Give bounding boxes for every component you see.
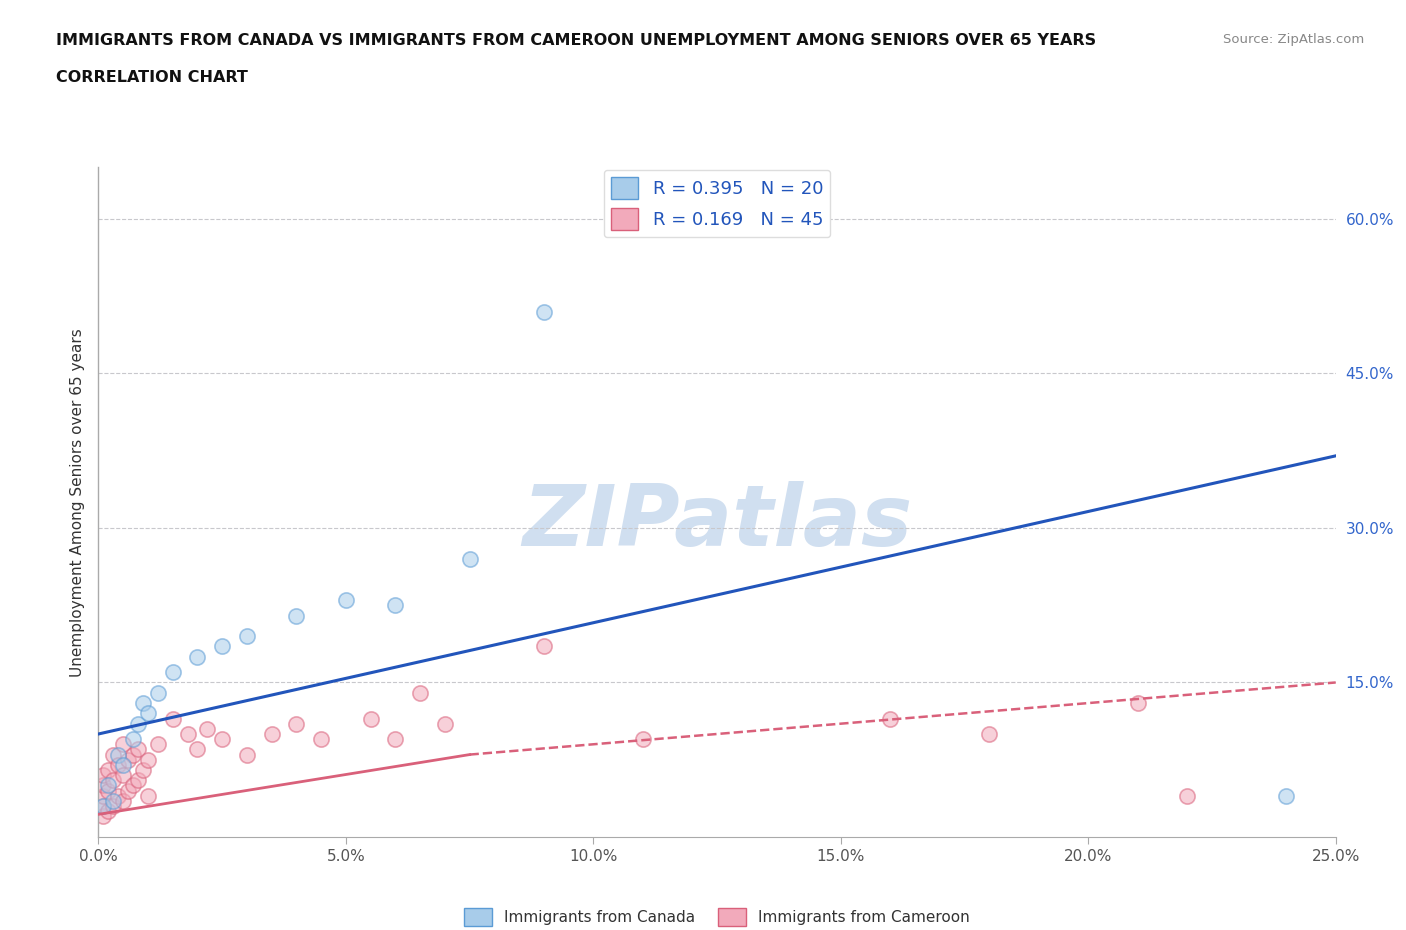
Point	[127, 773, 149, 788]
Point	[103, 793, 125, 808]
Point	[93, 799, 115, 814]
Point	[132, 696, 155, 711]
Point	[97, 763, 120, 777]
Point	[533, 639, 555, 654]
Point	[1275, 789, 1298, 804]
Point	[97, 778, 120, 793]
Point	[132, 763, 155, 777]
Point	[97, 804, 120, 818]
Point	[122, 732, 145, 747]
Point	[335, 592, 357, 607]
Point	[136, 706, 159, 721]
Point	[631, 732, 654, 747]
Point	[360, 711, 382, 726]
Point	[93, 768, 115, 783]
Point	[136, 789, 159, 804]
Text: Source: ZipAtlas.com: Source: ZipAtlas.com	[1223, 33, 1364, 46]
Point	[458, 551, 481, 566]
Point	[979, 726, 1001, 741]
Point	[146, 685, 169, 700]
Point	[117, 783, 139, 798]
Point	[93, 789, 115, 804]
Point	[162, 665, 184, 680]
Point	[112, 737, 135, 751]
Point	[122, 747, 145, 762]
Point	[211, 732, 233, 747]
Point	[384, 598, 406, 613]
Point	[879, 711, 901, 726]
Y-axis label: Unemployment Among Seniors over 65 years: Unemployment Among Seniors over 65 years	[69, 328, 84, 677]
Point	[186, 742, 208, 757]
Point	[112, 793, 135, 808]
Point	[107, 757, 129, 772]
Legend: Immigrants from Canada, Immigrants from Cameroon: Immigrants from Canada, Immigrants from …	[458, 901, 976, 930]
Point	[176, 726, 198, 741]
Point	[107, 789, 129, 804]
Point	[127, 716, 149, 731]
Point	[93, 778, 115, 793]
Point	[433, 716, 456, 731]
Point	[107, 747, 129, 762]
Point	[103, 773, 125, 788]
Point	[97, 783, 120, 798]
Point	[127, 742, 149, 757]
Point	[162, 711, 184, 726]
Point	[117, 752, 139, 767]
Point	[112, 768, 135, 783]
Point	[260, 726, 283, 741]
Point	[409, 685, 432, 700]
Point	[384, 732, 406, 747]
Point	[103, 799, 125, 814]
Point	[533, 304, 555, 319]
Point	[236, 747, 259, 762]
Point	[285, 716, 308, 731]
Point	[1126, 696, 1149, 711]
Text: ZIPatlas: ZIPatlas	[522, 481, 912, 564]
Point	[309, 732, 332, 747]
Point	[103, 747, 125, 762]
Point	[1175, 789, 1198, 804]
Point	[136, 752, 159, 767]
Point	[93, 799, 115, 814]
Text: CORRELATION CHART: CORRELATION CHART	[56, 70, 247, 85]
Text: IMMIGRANTS FROM CANADA VS IMMIGRANTS FROM CAMEROON UNEMPLOYMENT AMONG SENIORS OV: IMMIGRANTS FROM CANADA VS IMMIGRANTS FRO…	[56, 33, 1097, 47]
Point	[211, 639, 233, 654]
Point	[195, 722, 218, 737]
Point	[236, 629, 259, 644]
Point	[285, 608, 308, 623]
Point	[112, 757, 135, 772]
Point	[93, 809, 115, 824]
Point	[146, 737, 169, 751]
Point	[186, 649, 208, 664]
Point	[122, 778, 145, 793]
